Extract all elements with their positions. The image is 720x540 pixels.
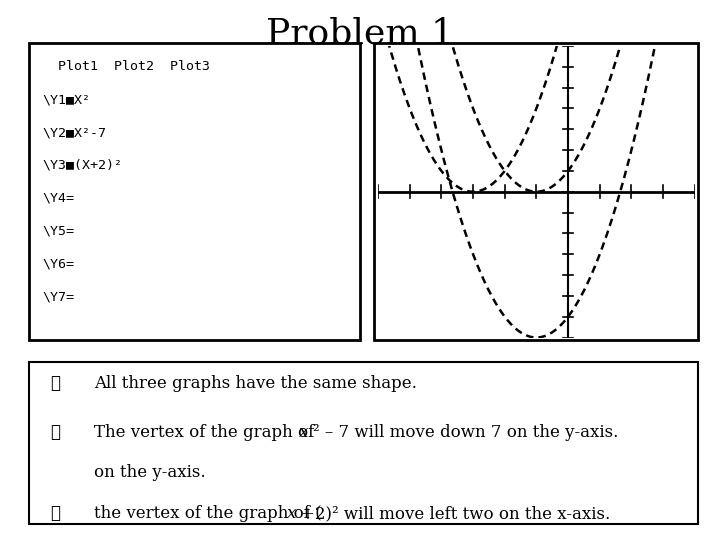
Text: Problem 1: Problem 1 <box>266 16 454 50</box>
Text: \Y7=: \Y7= <box>42 290 74 303</box>
Text: \Y3■(X+2)²: \Y3■(X+2)² <box>42 159 122 172</box>
Text: x: x <box>299 424 308 441</box>
Text: \Y4=: \Y4= <box>42 192 74 205</box>
FancyBboxPatch shape <box>374 43 698 340</box>
Text: +2)² will move left two on the x-axis.: +2)² will move left two on the x-axis. <box>301 505 611 522</box>
Text: \Y1■X²: \Y1■X² <box>42 93 90 106</box>
Text: ❖: ❖ <box>50 375 60 392</box>
Text: ❖: ❖ <box>50 424 60 441</box>
Text: \Y5=: \Y5= <box>42 225 74 238</box>
Text: Plot1  Plot2  Plot3: Plot1 Plot2 Plot3 <box>42 60 210 73</box>
Text: The vertex of the graph of: The vertex of the graph of <box>94 424 319 441</box>
Text: the vertex of the graph of (: the vertex of the graph of ( <box>94 505 321 522</box>
FancyBboxPatch shape <box>29 43 360 340</box>
FancyBboxPatch shape <box>29 362 698 524</box>
Text: \Y6=: \Y6= <box>42 258 74 271</box>
Text: \Y2■X²-7: \Y2■X²-7 <box>42 126 106 139</box>
Text: ² – 7 will move down 7 on the y-axis.: ² – 7 will move down 7 on the y-axis. <box>313 424 618 441</box>
Text: on the y-axis.: on the y-axis. <box>94 464 205 481</box>
Text: ❖: ❖ <box>50 505 60 522</box>
Text: x: x <box>287 505 296 522</box>
Text: All three graphs have the same shape.: All three graphs have the same shape. <box>94 375 416 392</box>
